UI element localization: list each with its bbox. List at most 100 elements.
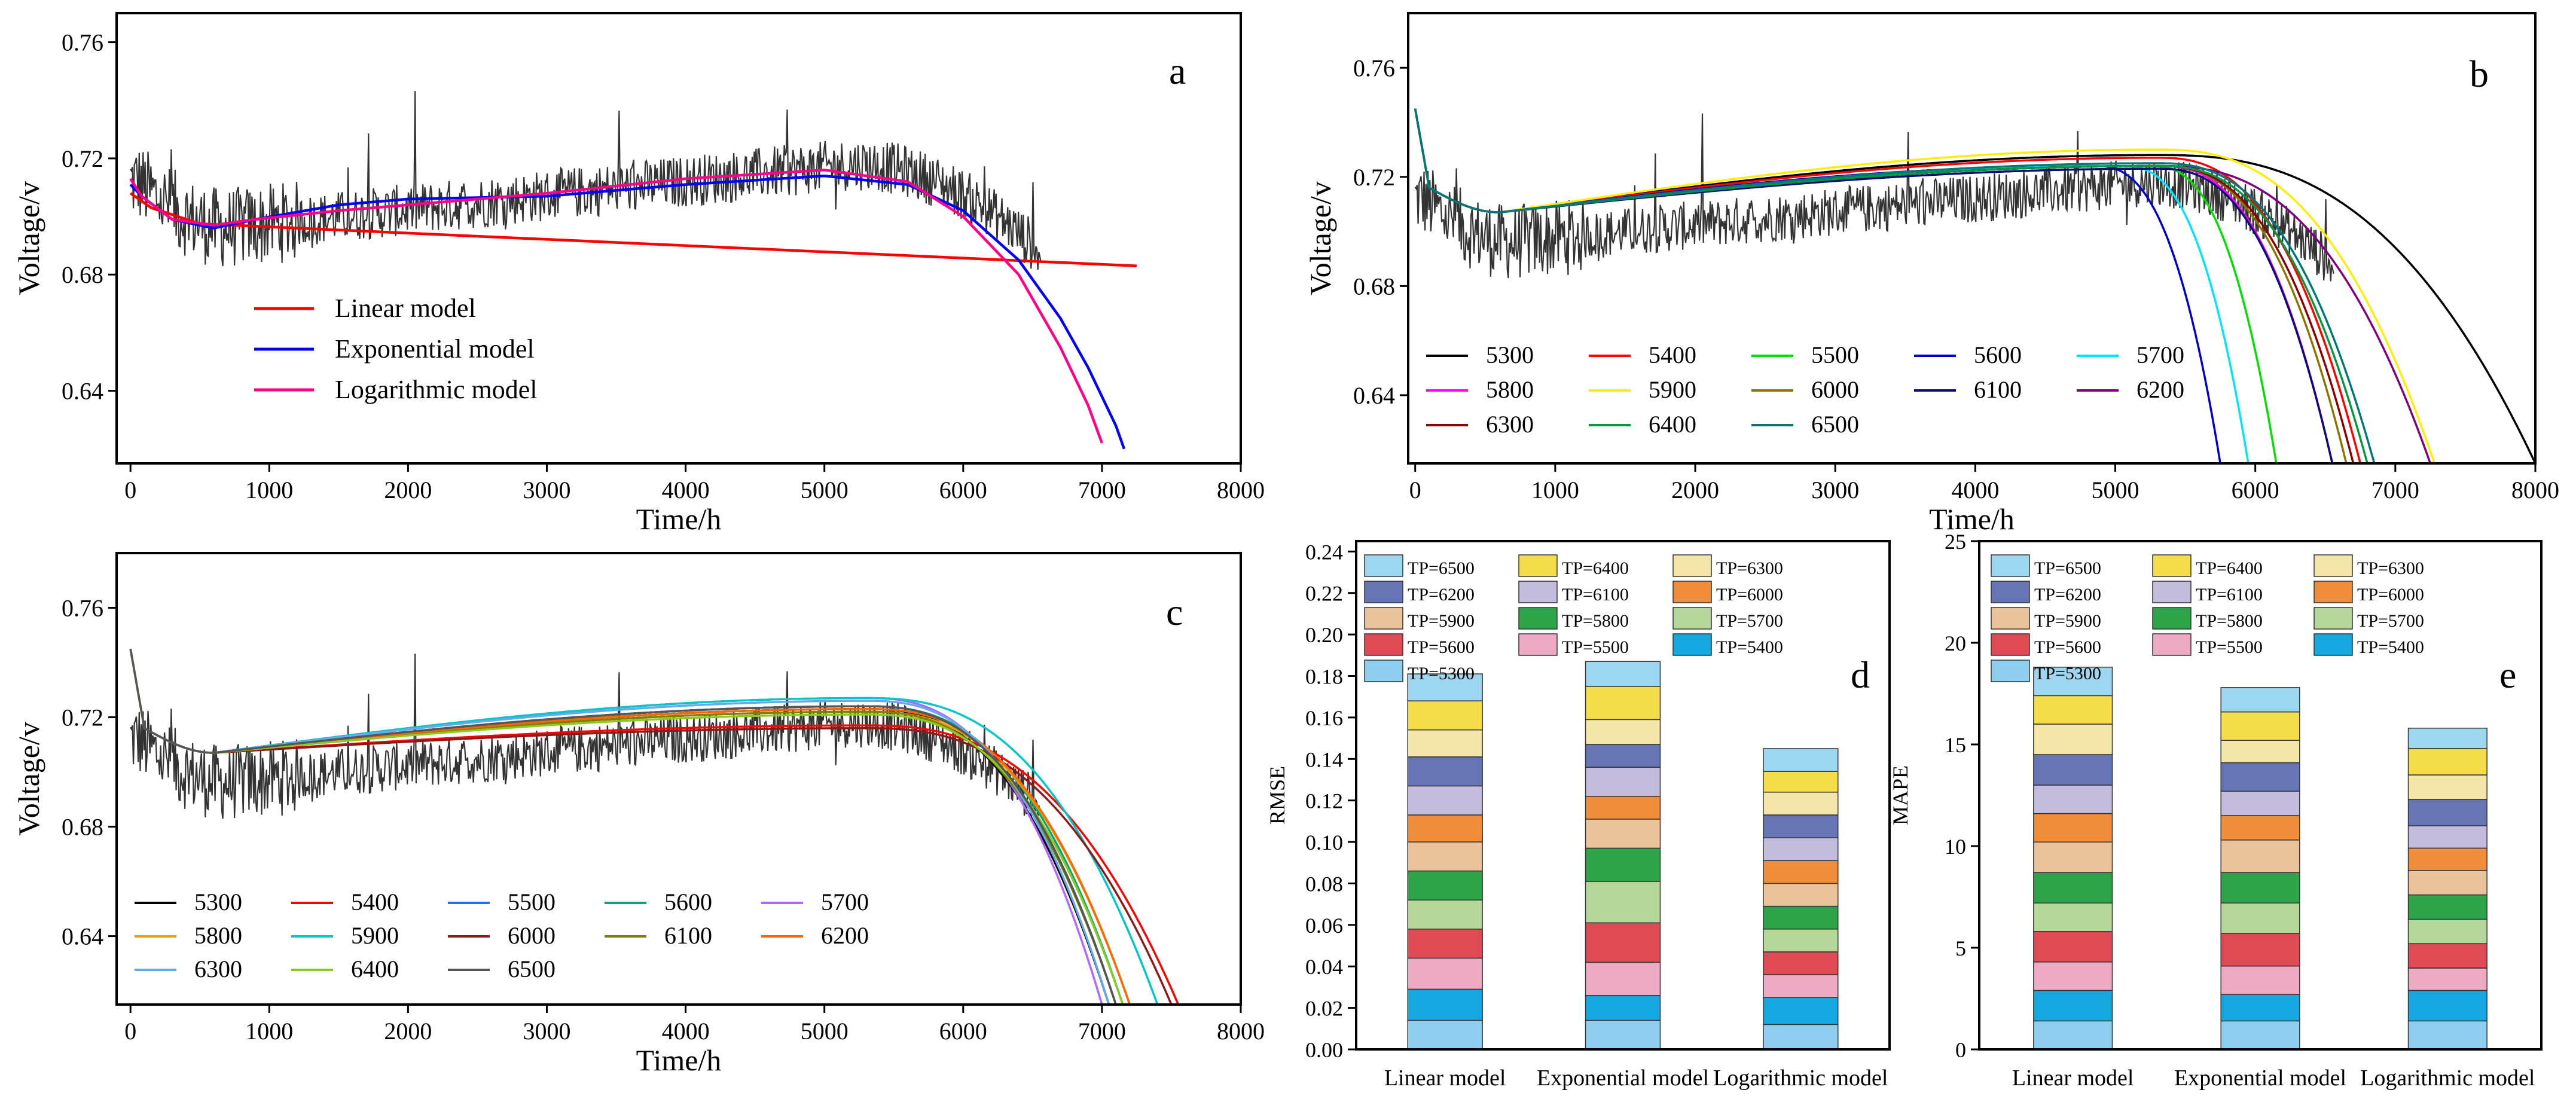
legend-label: TP=5600 [1408, 637, 1475, 657]
x-tick-label: 3000 [523, 1018, 571, 1045]
model-curve-5600 [129, 648, 1124, 1005]
legend-label: Linear model [335, 294, 476, 323]
x-tick-label: 8000 [1217, 1018, 1265, 1045]
panel-a-frame [115, 12, 1242, 465]
model-curve-5800 [129, 648, 1131, 1005]
legend-label: 6200 [2137, 376, 2184, 403]
panel-b-frame [1407, 12, 2537, 465]
x-tick-label: 3000 [523, 477, 571, 503]
model-line-exponential-model [129, 174, 1126, 450]
y-tick-label: 0.72 [1353, 164, 1395, 191]
bar-segment [1407, 841, 1483, 872]
bar-segment [2220, 790, 2300, 816]
bar-segment [2220, 711, 2300, 741]
legend-label: 5600 [664, 889, 712, 915]
panel-label: b [2470, 53, 2489, 95]
x-tick-label: 1000 [1531, 477, 1579, 503]
bar-segment [1407, 814, 1483, 842]
bar-segment [2033, 754, 2113, 786]
legend-label: TP=5700 [2357, 611, 2424, 631]
panel-label: c [1166, 591, 1183, 633]
legend-label: TP=5500 [1562, 637, 1629, 657]
legend-label: 5400 [1649, 341, 1696, 368]
legend-label: TP=5900 [1408, 611, 1475, 631]
legend-swatch [2152, 607, 2192, 630]
legend-label: TP=5600 [2034, 637, 2101, 657]
legend-label: 5500 [1811, 341, 1859, 368]
bar-segment [2407, 918, 2488, 944]
y-tick-label: 0.68 [1353, 273, 1395, 300]
bar-segment [1763, 951, 1839, 975]
y-tick-label: 0.08 [1305, 872, 1343, 896]
bar-segment [2033, 1020, 2113, 1050]
panel-e-frame [1978, 540, 2543, 1051]
x-tick-label: 3000 [1811, 477, 1859, 503]
x-tick-label: 2000 [384, 1018, 432, 1045]
y-tick-label: 0.76 [62, 29, 103, 56]
legend-swatch [1364, 607, 1403, 630]
measured-voltage-trace [1414, 113, 2334, 282]
legend-label: 6300 [1486, 411, 1534, 438]
y-tick-label: 0.76 [1353, 54, 1395, 81]
legend-label: 5500 [508, 889, 556, 915]
y-tick-label: 0.14 [1305, 747, 1343, 771]
x-tick-label: 6000 [939, 477, 987, 503]
category-label: Linear model [2012, 1066, 2134, 1091]
legend-swatch [2152, 581, 2192, 603]
x-tick-label: 4000 [662, 1018, 710, 1045]
legend-swatch [1518, 581, 1558, 603]
legend-label: TP=5800 [1562, 611, 1629, 631]
legend-label: TP=5400 [1716, 637, 1783, 657]
bar-segment [1407, 988, 1483, 1021]
legend-label: TP=5800 [2196, 611, 2263, 631]
bar-segment [2033, 784, 2113, 814]
bar-segment [2407, 748, 2488, 776]
model-curve-5500 [1414, 108, 2278, 463]
bar-segment [1407, 785, 1483, 816]
model-curve-5900 [1414, 108, 2436, 463]
legend-label: TP=6000 [2357, 585, 2424, 605]
bar-segment [2033, 667, 2113, 697]
bar-segment [1585, 686, 1661, 721]
bar-segment [1407, 756, 1483, 787]
model-curve-5400 [129, 648, 1180, 1005]
y-tick-label: 0.72 [62, 145, 103, 172]
bar-segment [1407, 700, 1483, 731]
x-tick-label: 5000 [801, 477, 849, 503]
bar-segment [2033, 841, 2113, 873]
y-tick-label: 5 [1955, 936, 1966, 960]
legend-label: 6100 [1974, 376, 2022, 403]
bar-segment [1585, 795, 1661, 820]
bar-segment [2033, 990, 2113, 1022]
bar-segment [2033, 695, 2113, 725]
bar-segment [1763, 860, 1839, 884]
legend-swatch [2313, 581, 2353, 603]
y-tick-label: 0.68 [62, 261, 103, 288]
legend-label: TP=6300 [2357, 558, 2424, 578]
legend-label: TP=6200 [2034, 585, 2101, 605]
bar-segment [2220, 872, 2300, 903]
legend-label: 6100 [664, 922, 712, 949]
legend-swatch [1518, 607, 1558, 630]
bar-segment [1763, 905, 1839, 930]
legend-swatch [1672, 607, 1712, 630]
y-tick-label: 0.16 [1305, 706, 1343, 730]
y-tick-label: 0.22 [1305, 582, 1343, 606]
legend-label: TP=5500 [2196, 637, 2263, 657]
x-tick-label: 0 [1409, 477, 1421, 503]
model-curve-5900 [129, 648, 1159, 1005]
bar-segment [2407, 799, 2488, 826]
y-tick-label: 0.02 [1305, 997, 1343, 1021]
x-tick-label: 6000 [939, 1018, 987, 1045]
panel-d-frame [1355, 540, 1891, 1051]
legend-label: 5300 [1486, 341, 1534, 368]
y-axis-label: Voltage/v [1304, 181, 1337, 295]
legend-label: TP=6300 [1716, 558, 1783, 578]
model-curve-6200 [129, 648, 1131, 1005]
legend-swatch [1364, 633, 1403, 656]
x-tick-label: 0 [124, 1018, 136, 1045]
legend-label: TP=6100 [2196, 585, 2263, 605]
legend-label: 5900 [1649, 376, 1696, 403]
bar-segment [1585, 744, 1661, 768]
legend-label: TP=5700 [1716, 611, 1783, 631]
